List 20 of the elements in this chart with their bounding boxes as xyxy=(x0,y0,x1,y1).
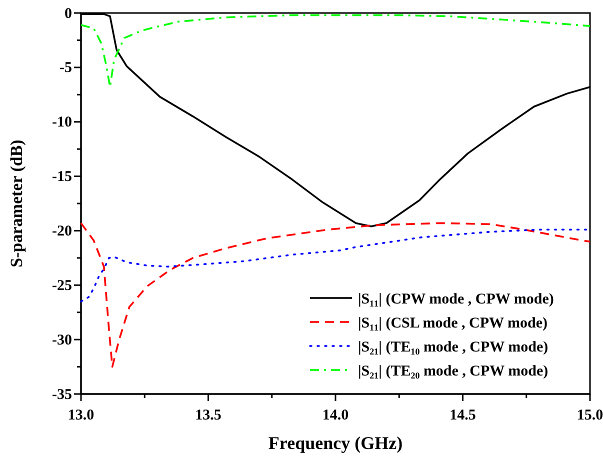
y-axis-title: S-parameter (dB) xyxy=(7,140,26,268)
y-tick-label: -30 xyxy=(52,332,72,348)
y-tick-label: -25 xyxy=(52,278,72,294)
y-tick-label: 0 xyxy=(64,6,72,22)
x-tick-label: 13.5 xyxy=(195,408,222,424)
legend-label: |S₁₁| (CSL mode , CPW mode) xyxy=(358,315,548,332)
x-tick-label: 13.0 xyxy=(68,408,94,424)
legend-label: |S₂₁| (TE₂₀ mode , CPW mode) xyxy=(358,363,548,380)
y-tick-label: -20 xyxy=(52,224,72,240)
y-tick-label: -5 xyxy=(60,60,72,76)
legend-label: |S₁₁| (CPW mode , CPW mode) xyxy=(358,291,554,308)
x-axis-title: Frequency (GHz) xyxy=(268,433,403,453)
y-tick-label: -15 xyxy=(52,169,72,186)
legend-label: |S₂₁| (TE₁₀ mode , CPW mode) xyxy=(358,339,548,356)
x-tick-label: 14.0 xyxy=(322,408,349,424)
line-series xyxy=(80,14,591,88)
x-tick-label: 14.5 xyxy=(450,408,476,424)
y-tick-label: -35 xyxy=(52,386,72,403)
y-tick-label: -10 xyxy=(52,114,72,131)
x-tick-label: 15.0 xyxy=(576,408,603,424)
